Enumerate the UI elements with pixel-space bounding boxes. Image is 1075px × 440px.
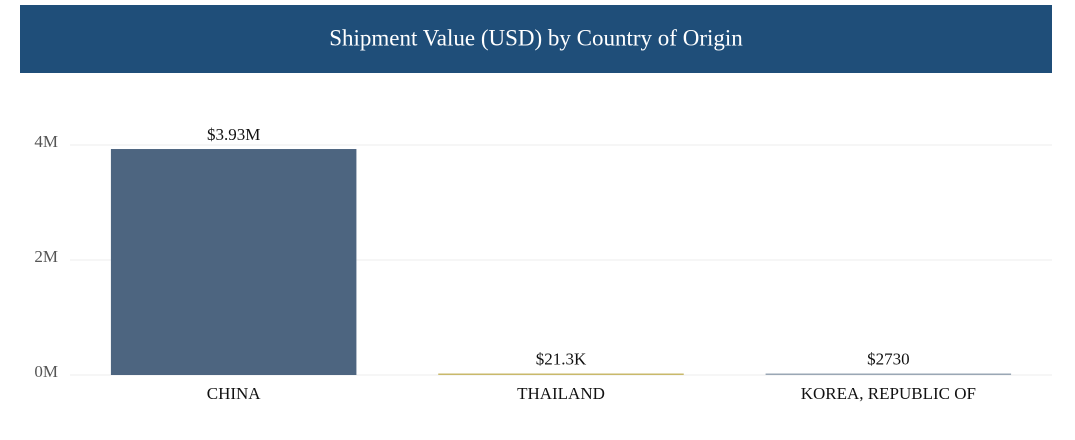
- value-label: $2730: [867, 349, 910, 368]
- bar: [110, 149, 357, 375]
- x-tick-label: CHINA: [207, 384, 262, 403]
- value-label: $21.3K: [536, 349, 587, 368]
- chart-title: Shipment Value (USD) by Country of Origi…: [329, 25, 743, 50]
- y-tick-label: 2M: [34, 247, 58, 266]
- value-label: $3.93M: [207, 125, 260, 144]
- x-tick-label: THAILAND: [517, 384, 605, 403]
- bar: [438, 373, 684, 375]
- title-bar: [20, 5, 1052, 73]
- y-tick-label: 4M: [34, 132, 58, 151]
- bar: [765, 373, 1012, 375]
- y-tick-label: 0M: [34, 362, 58, 381]
- x-tick-label: KOREA, REPUBLIC OF: [801, 384, 976, 403]
